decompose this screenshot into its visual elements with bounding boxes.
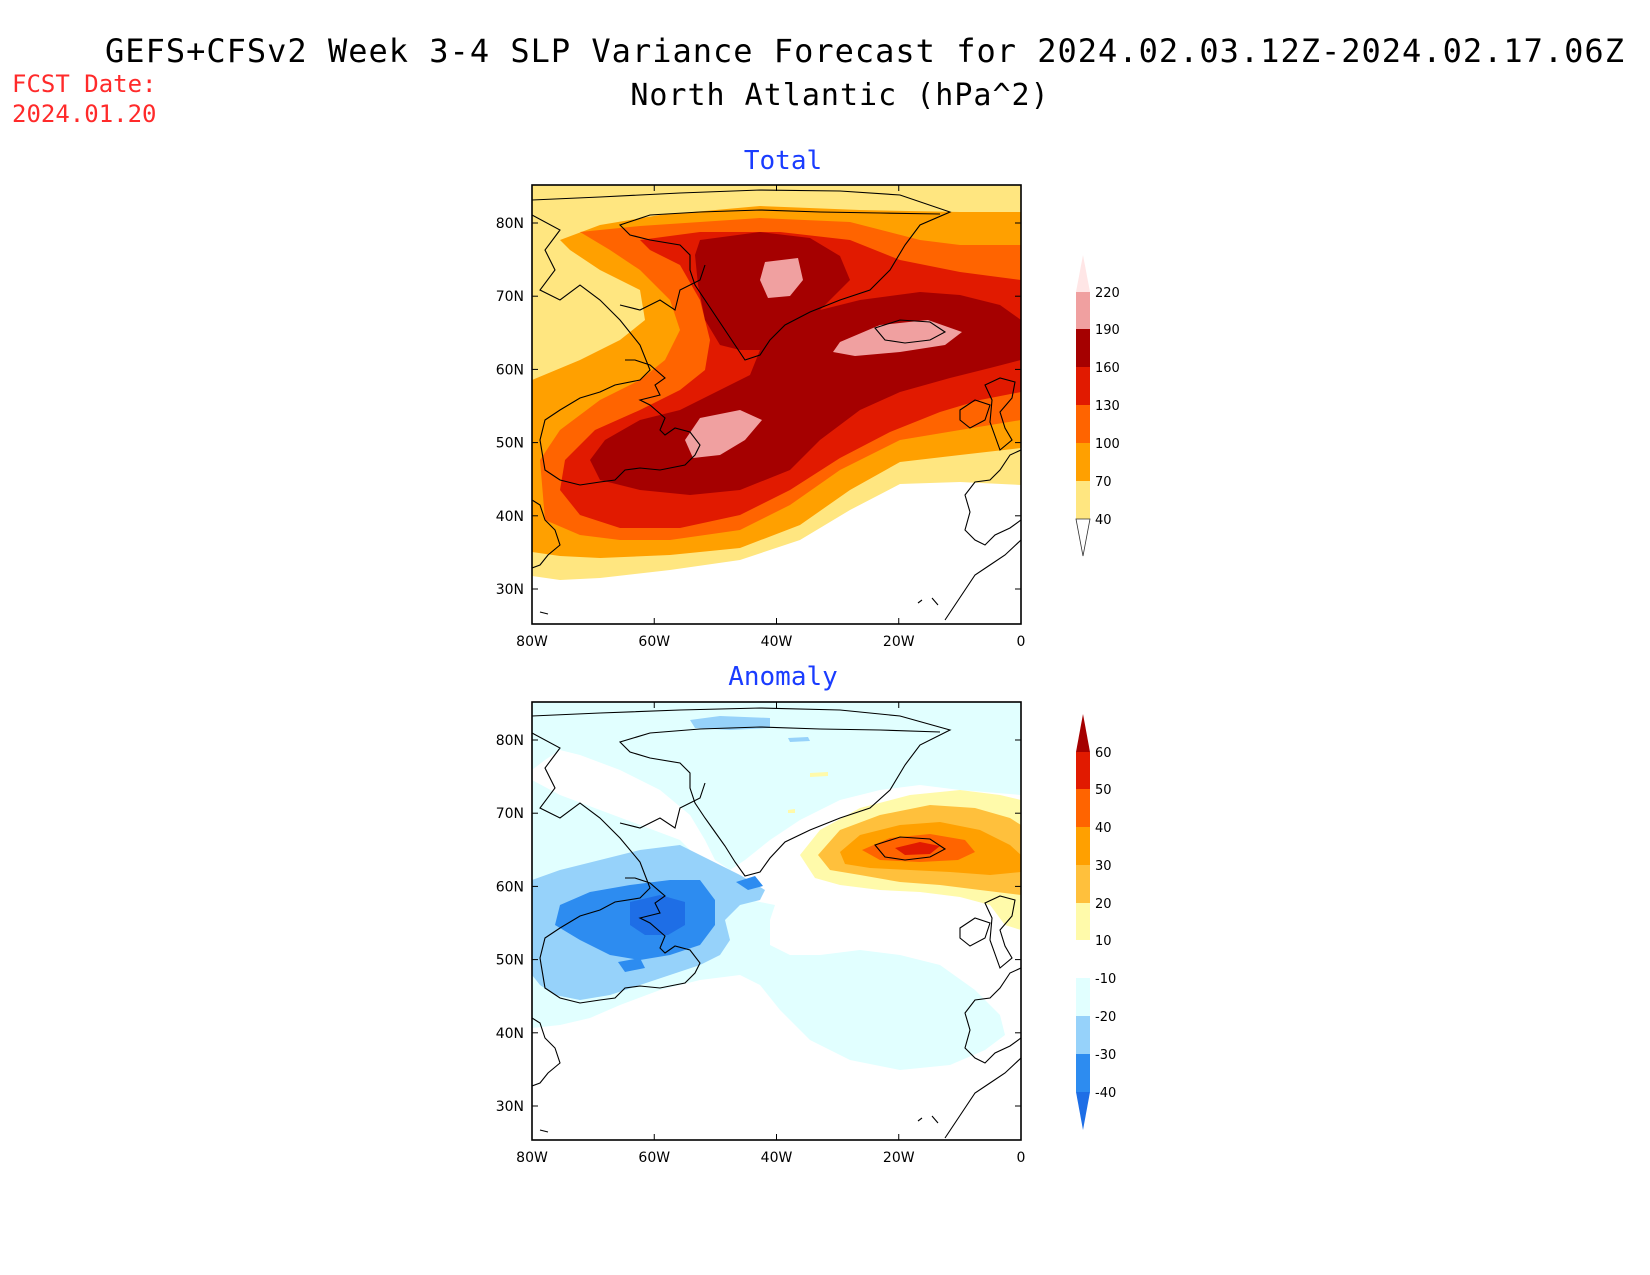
anomaly-contour-pos10-spot-a	[810, 772, 828, 777]
anomaly-colorbar-label-60: 60	[1095, 746, 1112, 761]
total-colorbar-box-2	[1076, 443, 1090, 481]
total-lon-label: 20W	[883, 634, 915, 650]
anomaly-lon-label: 20W	[883, 1150, 915, 1166]
anomaly-lat-label: 50N	[496, 953, 524, 969]
total-colorbar-label-130: 130	[1095, 399, 1120, 414]
anomaly-contour-neg30-east	[736, 876, 763, 890]
total-map: 80N 70N 60N 50N 40N 30N 80W 60W 40W 20W 0	[496, 184, 1026, 650]
anomaly-contour-neg20-north-b	[788, 737, 810, 742]
anomaly-colorbar-box-9	[1076, 752, 1090, 789]
anomaly-colorbar-label-30: 30	[1095, 859, 1112, 874]
total-lon-label: 40W	[761, 634, 793, 650]
total-colorbar-box-1	[1076, 481, 1090, 519]
total-colorbar-box-3	[1076, 405, 1090, 443]
anomaly-colorbar-box-8	[1076, 789, 1090, 827]
total-colorbar: 40 70 100 130 160 190 220	[1075, 255, 1120, 557]
total-contour-190-b	[833, 320, 962, 356]
total-colorbar-bottom-arrow	[1075, 518, 1091, 557]
anomaly-lon-label: 40W	[761, 1150, 793, 1166]
total-lon-label: 0	[1017, 634, 1026, 650]
total-colorbar-label-100: 100	[1095, 437, 1120, 452]
anomaly-colorbar-label-20: 20	[1095, 897, 1112, 912]
total-contour-190-a	[760, 258, 803, 298]
total-colorbar-label-70: 70	[1095, 475, 1112, 490]
total-colorbar-label-160: 160	[1095, 361, 1120, 376]
total-colorbar-label-40: 40	[1095, 513, 1112, 528]
anomaly-axis-ticks: 80N 70N 60N 50N 40N 30N 80W 60W 40W 20W 0	[496, 702, 1026, 1166]
anomaly-colorbar-label-neg40: -40	[1095, 1086, 1116, 1101]
anomaly-colorbar-box-5	[1076, 903, 1090, 940]
total-lon-label: 60W	[638, 634, 670, 650]
total-coastlines	[532, 189, 1021, 621]
total-colorbar-label-220: 220	[1095, 286, 1120, 301]
total-colorbar-box-4	[1076, 367, 1090, 405]
anomaly-contour-neg30-small	[618, 958, 645, 972]
total-colorbar-top-arrow	[1076, 255, 1090, 292]
anomaly-colorbar-box-3	[1076, 978, 1090, 1016]
total-lat-label: 30N	[496, 582, 524, 598]
anomaly-contour-neg10-north	[532, 702, 1021, 870]
total-lat-label: 50N	[496, 436, 524, 452]
anomaly-panel-title: Anomaly	[728, 662, 838, 692]
anomaly-contour-pos50	[895, 842, 940, 855]
total-contours	[532, 185, 1021, 624]
forecast-date-label: FCST Date:	[12, 70, 157, 98]
anomaly-colorbar: -40 -30 -20 -10 10 20 30 40 50 60	[1076, 714, 1116, 1130]
forecast-date-value: 2024.01.20	[12, 100, 157, 128]
anomaly-colorbar-top-arrow	[1076, 714, 1090, 752]
anomaly-contour-pos10-spot-b	[788, 809, 795, 813]
anomaly-lat-label: 30N	[496, 1099, 524, 1115]
anomaly-colorbar-label-10: 10	[1095, 934, 1112, 949]
anomaly-colorbar-box-7	[1076, 827, 1090, 865]
total-lat-label: 40N	[496, 509, 524, 525]
anomaly-lat-label: 60N	[496, 879, 524, 895]
anomaly-contour-neg20-north-a	[690, 716, 770, 730]
anomaly-lon-label: 80W	[516, 1150, 548, 1166]
anomaly-colorbar-box-2	[1076, 1016, 1090, 1054]
anomaly-lon-label: 60W	[638, 1150, 670, 1166]
anomaly-colorbar-bottom-arrow	[1076, 1092, 1090, 1130]
chart-title: GEFS+CFSv2 Week 3-4 SLP Variance Forecas…	[105, 32, 1625, 70]
total-lat-label: 80N	[496, 216, 524, 232]
total-colorbar-box-6	[1076, 292, 1090, 329]
anomaly-lat-label: 80N	[496, 733, 524, 749]
anomaly-colorbar-label-neg10: -10	[1095, 972, 1116, 987]
total-axis-ticks: 80N 70N 60N 50N 40N 30N 80W 60W 40W 20W 0	[496, 185, 1026, 650]
anomaly-map: 80N 70N 60N 50N 40N 30N 80W 60W 40W 20W 0	[496, 701, 1026, 1166]
anomaly-contour-neg40	[630, 895, 685, 935]
anomaly-coastlines	[532, 707, 1021, 1139]
anomaly-lat-label: 70N	[496, 806, 524, 822]
chart-subtitle: North Atlantic (hPa^2)	[630, 78, 1050, 113]
total-colorbar-box-5	[1076, 329, 1090, 367]
anomaly-colorbar-box-1	[1076, 1054, 1090, 1092]
total-lat-label: 70N	[496, 289, 524, 305]
anomaly-colorbar-label-neg20: -20	[1095, 1010, 1116, 1025]
anomaly-colorbar-label-neg30: -30	[1095, 1048, 1116, 1063]
anomaly-contours	[532, 702, 1021, 1140]
total-contour-190-c	[685, 410, 762, 458]
anomaly-lat-label: 40N	[496, 1026, 524, 1042]
total-lat-label: 60N	[496, 362, 524, 378]
total-lon-label: 80W	[516, 634, 548, 650]
anomaly-colorbar-label-40: 40	[1095, 821, 1112, 836]
anomaly-colorbar-box-4	[1076, 940, 1090, 978]
total-panel-title: Total	[743, 146, 823, 176]
total-colorbar-label-190: 190	[1095, 323, 1120, 338]
anomaly-colorbar-box-6	[1076, 865, 1090, 903]
anomaly-lon-label: 0	[1017, 1150, 1026, 1166]
anomaly-colorbar-label-50: 50	[1095, 783, 1112, 798]
